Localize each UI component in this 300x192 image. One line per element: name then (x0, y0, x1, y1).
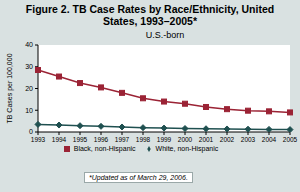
svg-text:TB Cases per 100,000: TB Cases per 100,000 (8, 53, 14, 123)
svg-text:1995: 1995 (73, 136, 88, 143)
svg-text:20: 20 (25, 85, 33, 92)
svg-text:1997: 1997 (115, 136, 130, 143)
svg-text:1993: 1993 (31, 136, 46, 143)
html-text:Black, non-Hispanic: Black, non-Hispanic (73, 145, 136, 152)
svg-text:1998: 1998 (136, 136, 151, 143)
svg-text:1999: 1999 (157, 136, 172, 143)
svg-text:2000: 2000 (178, 136, 193, 143)
svg-text:10: 10 (25, 107, 33, 114)
svg-text:1996: 1996 (94, 136, 109, 143)
svg-text:1994: 1994 (52, 136, 67, 143)
html-text:White, non-Hispanic: White, non-Hispanic (155, 145, 219, 152)
svg-text:2004: 2004 (262, 136, 277, 143)
svg-text:30: 30 (25, 63, 33, 70)
html-text:U.S.-born: U.S.-born (145, 30, 185, 40)
svg-text:2005: 2005 (283, 136, 292, 143)
svg-text:2001: 2001 (199, 136, 214, 143)
svg-text:40: 40 (25, 41, 33, 48)
svg-text:2003: 2003 (241, 136, 256, 143)
html-text:*Updated as of March 29, 2006.: *Updated as of March 29, 2006. (89, 174, 188, 181)
svg-text:0: 0 (29, 128, 33, 135)
html-text:Figure 2. TB Case Rates by Rac: Figure 2. TB Case Rates by Race/Ethnicit… (25, 3, 275, 27)
svg-text:2002: 2002 (220, 136, 235, 143)
